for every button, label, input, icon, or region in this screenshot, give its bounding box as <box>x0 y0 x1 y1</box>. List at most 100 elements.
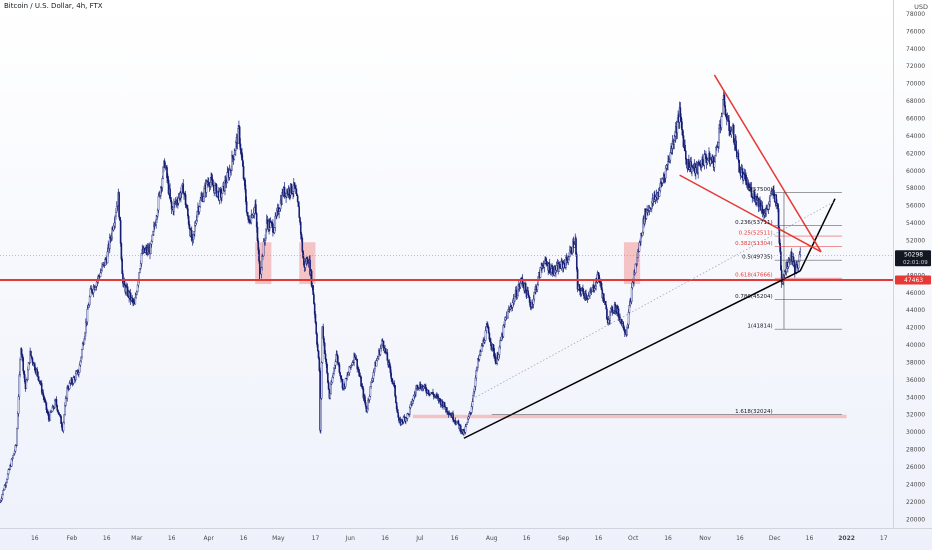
price-axis[interactable]: USD 20000 22000 24000 26000 28000 30000 32000 3… <box>906 3 928 523</box>
candle-body <box>14 445 17 452</box>
candle-body <box>233 154 236 160</box>
candle-body <box>110 236 113 239</box>
candle-body <box>22 357 24 371</box>
candle-body <box>685 158 688 165</box>
candle-body <box>473 390 475 396</box>
candle-body <box>638 242 641 252</box>
candle-body <box>156 209 159 217</box>
candle-body <box>575 238 577 255</box>
candle-body <box>139 263 142 269</box>
candle-body <box>180 192 182 199</box>
candle-body <box>623 327 625 331</box>
candle-body <box>135 294 137 298</box>
candle-body <box>414 392 416 395</box>
candle-body <box>338 364 341 373</box>
fib-level-label: 0.236(53711) <box>735 220 773 226</box>
candle-body <box>31 357 34 363</box>
candle-body <box>409 404 412 408</box>
candle-body <box>364 396 366 403</box>
candle-body <box>759 199 761 207</box>
candle-body <box>478 355 481 360</box>
candle-body <box>604 301 607 306</box>
candle-body <box>332 373 335 378</box>
candle-body <box>796 264 798 268</box>
candle-body <box>202 196 205 202</box>
candle-body <box>259 273 262 280</box>
candle-body <box>23 370 25 375</box>
candle-body <box>61 423 63 428</box>
price-tick-label: 24000 <box>906 481 925 488</box>
candle-body <box>88 304 90 308</box>
candle-body <box>669 152 672 161</box>
support-price-label: 47463 <box>904 277 923 284</box>
candle-body <box>192 234 195 240</box>
candle-body <box>315 322 318 335</box>
candle-body <box>567 258 570 263</box>
price-tick-label: 54000 <box>906 220 925 227</box>
candle-body <box>465 424 468 427</box>
candle-body <box>681 129 684 136</box>
price-tick-label: 20000 <box>906 516 925 523</box>
candle-body <box>570 247 573 254</box>
candle-body <box>266 219 269 224</box>
price-tick-label: 68000 <box>906 98 925 105</box>
candle-body <box>665 165 668 169</box>
candle-body <box>630 287 633 302</box>
candle-body <box>628 305 631 313</box>
candle-body <box>741 169 744 173</box>
candle-body <box>234 150 236 155</box>
time-axis[interactable]: 16 Feb 16 Mar 16 Apr 16 May 17 Jun 16 Jul 16 Aug 16 Sep… <box>31 535 888 542</box>
candle-body <box>476 367 478 371</box>
candle-body <box>187 208 189 217</box>
symbol-title: Bitcoin / U.S. Dollar, 4h, FTX <box>4 2 103 10</box>
candle-body <box>727 118 730 121</box>
candle-body <box>609 311 611 321</box>
candle-body <box>684 150 687 160</box>
candle-body <box>252 214 254 219</box>
candle-body <box>493 348 495 357</box>
candle-body <box>477 358 479 368</box>
candle-body <box>298 206 301 218</box>
candle-body <box>207 182 210 185</box>
candle-body <box>467 416 470 420</box>
candles-layer <box>0 91 802 504</box>
candle-body <box>160 187 162 196</box>
candle-body <box>136 291 138 295</box>
candle-body <box>84 332 86 340</box>
time-tick-label: 16 <box>806 535 814 542</box>
candle-body <box>121 258 123 274</box>
price-tick-label: 52000 <box>906 237 925 244</box>
candle-body <box>21 354 24 358</box>
candle-body <box>18 374 21 397</box>
candle-body <box>585 293 587 299</box>
candle-body <box>424 384 427 388</box>
candle-body <box>187 215 190 225</box>
candle-body <box>74 373 77 380</box>
candle-body <box>57 411 60 415</box>
candle-body <box>57 410 59 413</box>
candle-body <box>391 378 393 381</box>
candle-body <box>503 324 505 326</box>
candle-body <box>99 272 102 277</box>
candle-body <box>95 281 98 287</box>
price-tick-label: 32000 <box>906 412 925 419</box>
candle-body <box>673 140 675 145</box>
candle-body <box>166 167 168 179</box>
candle-body <box>156 216 158 220</box>
candle-body <box>636 257 638 265</box>
candle-body <box>123 280 126 286</box>
candle-body <box>136 284 139 293</box>
candle-body <box>369 386 372 397</box>
candle-body <box>238 126 241 145</box>
candle-body <box>397 412 399 418</box>
candle-body <box>732 125 735 143</box>
candle-body <box>296 193 298 196</box>
candle-body <box>144 250 147 253</box>
candle-body <box>358 372 361 377</box>
candle-body <box>382 340 385 348</box>
candle-body <box>609 308 612 313</box>
candle-body <box>101 265 103 271</box>
candle-body <box>395 395 397 403</box>
